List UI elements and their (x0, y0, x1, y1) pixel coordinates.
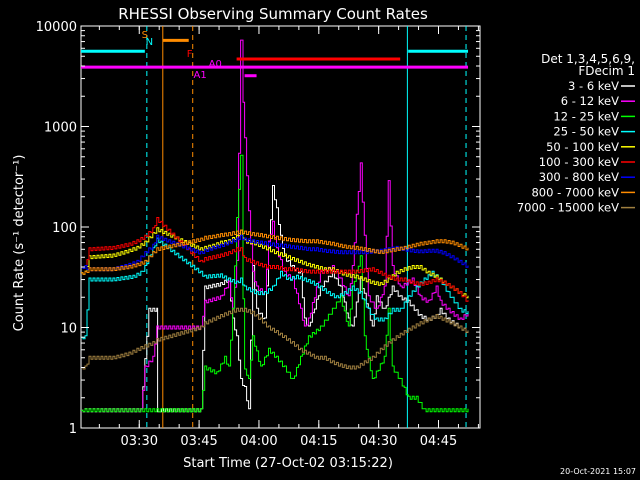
legend-entry-label: 50 - 100 keV (546, 140, 619, 154)
y-tick-label: 1 (69, 422, 77, 437)
series-line-7000-15000-kev (81, 307, 469, 370)
y-axis-label: Count Rate (s⁻¹ detector⁻¹) (12, 155, 27, 332)
x-tick-label: 03:30 (121, 434, 158, 449)
annotation-label: A0 (209, 59, 222, 70)
y-tick-label: 10000 (36, 20, 77, 35)
chart-title: RHESSI Observing Summary Count Rates (118, 5, 428, 23)
x-tick-label: 04:30 (360, 434, 397, 449)
series-line-25-50-kev (81, 237, 469, 340)
legend-entry-label: 300 - 800 keV (539, 170, 619, 184)
annotation-label: S (142, 30, 148, 41)
x-tick-label: 04:00 (240, 434, 277, 449)
series-line-50-100-kev (81, 227, 469, 299)
series-line-12-25-kev (81, 154, 469, 413)
y-tick-label: 10 (60, 322, 77, 337)
legend-entry-label: 100 - 300 keV (539, 155, 619, 169)
x-tick-label: 04:15 (300, 434, 337, 449)
legend-entry-label: 800 - 7000 keV (531, 185, 619, 199)
y-tick-label: 100 (52, 221, 77, 236)
x-tick-label: 03:45 (180, 434, 217, 449)
legend-header: FDecim 1 (578, 64, 635, 78)
series-line-3-6-kev (81, 185, 469, 413)
legend-header: Det 1,3,4,5,6,9, (541, 52, 635, 66)
footer-date: 20-Oct-2021 15:07 (560, 467, 636, 476)
x-axis-label: Start Time (27-Oct-02 03:15:22) (183, 456, 393, 471)
y-tick-label: 1000 (44, 121, 77, 136)
legend-entry-label: 6 - 12 keV (561, 94, 619, 108)
annotation-label: A1 (194, 70, 207, 81)
annotation-label: F (187, 49, 193, 60)
x-tick-label: 04:45 (420, 434, 457, 449)
annotation-label: N (146, 37, 153, 48)
legend-entry-label: 3 - 6 keV (568, 79, 619, 93)
legend-entry-label: 7000 - 15000 keV (517, 201, 619, 215)
series-line-800-7000-kev (81, 229, 469, 275)
legend-entry-label: 12 - 25 keV (553, 109, 619, 123)
series-line-100-300-kev (81, 217, 469, 302)
legend-entry-label: 25 - 50 keV (553, 125, 619, 139)
